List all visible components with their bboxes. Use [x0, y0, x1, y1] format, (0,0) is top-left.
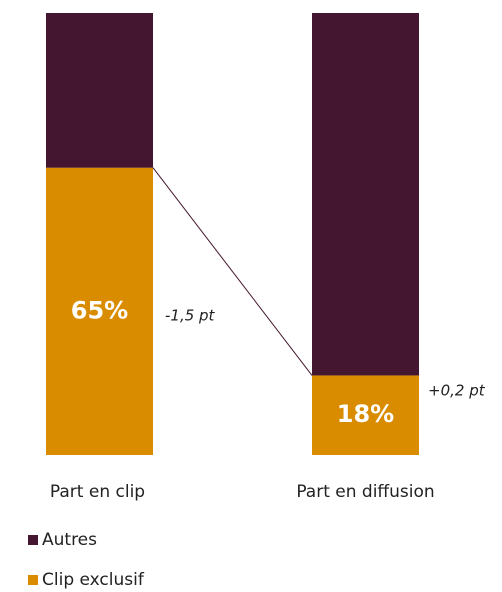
- x-tick-label: Part en clip: [50, 482, 145, 502]
- bar-segment: [312, 13, 419, 376]
- connector: [152, 167, 313, 376]
- legend-swatch: [28, 575, 38, 585]
- value-label: 65%: [71, 296, 128, 324]
- x-tick-label: Part en diffusion: [296, 482, 434, 502]
- annotation: +0,2 pt: [428, 382, 486, 400]
- legend-label: Autres: [42, 530, 97, 550]
- legend-swatch: [28, 535, 38, 545]
- legend-label: Clip exclusif: [42, 570, 145, 590]
- bar-segment: [312, 375, 419, 455]
- bar-segment: [46, 13, 153, 168]
- annotation: -1,5 pt: [165, 307, 216, 325]
- bar-segment: [46, 167, 153, 455]
- value-label: 18%: [337, 400, 394, 428]
